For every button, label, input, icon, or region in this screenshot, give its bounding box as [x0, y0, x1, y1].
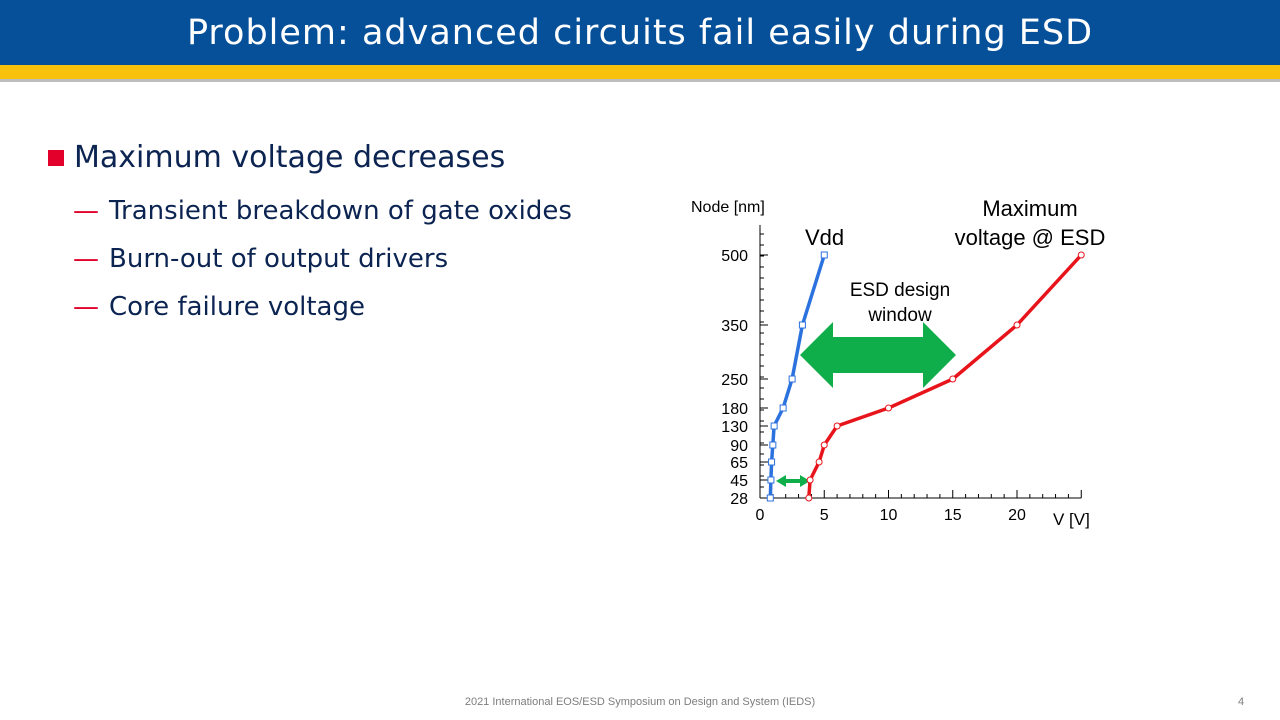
max-voltage-data-point [805, 494, 813, 502]
sub-bullet-text: Transient breakdown of gate oxides [109, 196, 572, 226]
esd-window-annotation: ESD design [850, 280, 950, 301]
y-tick-label: 45 [730, 473, 748, 490]
slide-title: Problem: advanced circuits fail easily d… [186, 12, 1094, 53]
title-stripe [0, 65, 1280, 82]
y-tick-label: 350 [721, 318, 748, 335]
chart-arrows [776, 322, 956, 487]
vdd-data-point [779, 404, 787, 412]
max-voltage-data-point [806, 476, 814, 484]
y-tick-label: 90 [730, 438, 748, 455]
esd-window-arrow [800, 322, 956, 388]
chart-series [766, 251, 1085, 502]
x-axis-label: V [V] [1053, 510, 1090, 529]
small-window-arrow [776, 475, 810, 487]
bullet-list: Maximum voltage decreases — Transient br… [48, 140, 572, 331]
vdd-data-point [820, 251, 828, 259]
sub-bullet-item: — Burn-out of output drivers [73, 235, 572, 283]
vdd-data-point [788, 375, 796, 383]
max-voltage-data-point [820, 441, 828, 449]
vdd-data-point [766, 494, 774, 502]
y-tick-label: 130 [721, 419, 748, 436]
vdd-series-label: Vdd [805, 225, 844, 250]
y-tick-label: 65 [730, 455, 748, 472]
vdd-data-point [768, 458, 776, 466]
page-number: 4 [1238, 696, 1245, 708]
sub-bullet-item: — Core failure voltage [73, 283, 572, 331]
dash-icon: — [73, 196, 99, 226]
x-tick-label: 5 [820, 507, 829, 524]
max-voltage-series-label: Maximum [982, 196, 1077, 221]
max-voltage-data-point [885, 404, 892, 412]
title-bar: Problem: advanced circuits fail easily d… [0, 0, 1280, 65]
max-voltage-data-point [1013, 321, 1021, 329]
vdd-data-point [770, 422, 778, 430]
x-tick-label: 20 [1008, 507, 1026, 524]
max-voltage-data-point [1077, 251, 1085, 259]
vdd-data-point [767, 476, 775, 484]
bullet-text: Maximum voltage decreases [74, 140, 506, 175]
x-tick-label: 15 [944, 507, 962, 524]
max-voltage-data-point [833, 422, 841, 430]
sub-bullet-list: — Transient breakdown of gate oxides — B… [73, 187, 572, 331]
dash-icon: — [73, 244, 99, 274]
esd-window-annotation: window [867, 305, 932, 326]
vdd-data-point [798, 321, 806, 329]
bullet-item: Maximum voltage decreases [48, 140, 572, 175]
x-tick-label: 10 [880, 507, 898, 524]
dash-icon: — [73, 292, 99, 322]
y-tick-label: 500 [721, 248, 748, 265]
sub-bullet-text: Burn-out of output drivers [109, 244, 449, 274]
footer-text: 2021 International EOS/ESD Symposium on … [464, 696, 816, 708]
y-tick-label: 28 [730, 491, 748, 508]
y-tick-label: 250 [721, 372, 748, 389]
max-voltage-data-point [949, 375, 957, 383]
bullet-square-icon [48, 149, 64, 166]
sub-bullet-text: Core failure voltage [109, 292, 365, 322]
x-tick-label: 0 [756, 507, 765, 524]
y-axis-label: Node [nm] [691, 199, 765, 216]
chart-axes [759, 225, 1082, 499]
max-voltage-series-label: voltage @ ESD [955, 225, 1106, 250]
vdd-data-point [769, 441, 777, 449]
y-tick-label: 180 [721, 401, 748, 418]
max-voltage-data-point [815, 458, 823, 466]
sub-bullet-item: — Transient breakdown of gate oxides [73, 187, 572, 235]
